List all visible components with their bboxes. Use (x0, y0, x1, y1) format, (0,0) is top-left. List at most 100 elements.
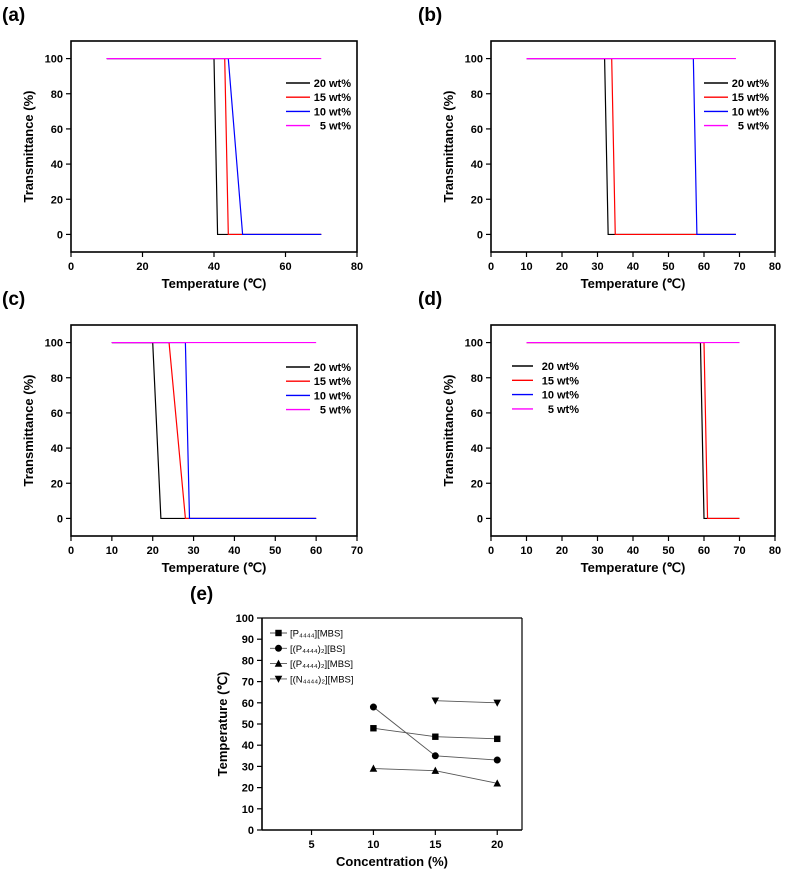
x-tick-label: 30 (187, 545, 199, 557)
square-marker (432, 733, 439, 740)
legend-item: [(N₄₄₄₄)₂][MBS] (270, 674, 354, 685)
y-tick-label: 60 (471, 408, 483, 420)
triangle-up-marker (493, 779, 502, 787)
x-tick-label: 40 (208, 261, 220, 273)
series-10-wt (111, 341, 317, 520)
legend-label: 10 wt% (732, 106, 770, 118)
x-axis-title: Temperature (℃) (581, 276, 686, 291)
y-axis-title: Temperature (℃) (215, 672, 230, 777)
y-axis-title: Transmittance (%) (21, 91, 36, 203)
y-tick-label: 70 (242, 677, 254, 689)
legend-item: 20 wt% (512, 361, 579, 373)
x-tick-label: 40 (627, 261, 639, 273)
plot-frame (490, 324, 776, 537)
x-tick-label: 60 (279, 261, 291, 273)
y-tick-label: 80 (51, 89, 63, 101)
panel-d: (d) 0 10 20 30 40 50 60 70 80 0 20 40 60 80 100 Temperat… (418, 289, 781, 575)
legend-label: 20 wt% (314, 78, 352, 90)
x-tick-label: 20 (147, 545, 159, 557)
y-tick-label: 40 (471, 159, 483, 171)
panel-a: (a) 0 20 40 60 80 0 20 40 60 80 100 Temperature (℃) T… (2, 5, 363, 291)
panel-label: (d) (418, 289, 442, 310)
legend-label: 20 wt% (314, 362, 352, 374)
y-tick-label: 30 (242, 761, 254, 773)
legend-label: [(P₄₄₄₄)₂][BS] (290, 644, 345, 655)
series-20-wt (111, 341, 317, 520)
panel-c: (c) 0 10 20 30 40 50 60 70 0 20 40 60 80 100 Temperatur… (2, 289, 363, 575)
legend-label: 20 wt% (732, 78, 770, 90)
legend-label: 15 wt% (314, 376, 352, 388)
legend-item: 10 wt% (512, 390, 579, 402)
x-tick-label: 20 (556, 545, 568, 557)
y-tick-label: 40 (242, 740, 254, 752)
triangle-up-marker (431, 766, 440, 774)
x-tick-label: 70 (351, 545, 363, 557)
panel-label: (c) (2, 289, 25, 310)
legend-item: 5 wt% (286, 121, 351, 133)
legend-label: 5 wt% (548, 404, 579, 416)
x-tick-label: 10 (520, 261, 532, 273)
legend-label: [P₄₄₄₄][MBS] (290, 629, 343, 640)
circle-marker (493, 756, 501, 764)
legend-item: 10 wt% (286, 390, 351, 402)
x-tick-label: 10 (520, 545, 532, 557)
triangle-up-marker (274, 659, 283, 667)
legend-item: 20 wt% (286, 362, 351, 374)
y-tick-label: 0 (248, 825, 254, 837)
y-tick-label: 0 (477, 229, 483, 241)
x-tick-label: 60 (698, 261, 710, 273)
y-tick-label: 80 (242, 655, 254, 667)
y-tick-label: 90 (242, 634, 254, 646)
y-tick-label: 20 (51, 478, 63, 490)
y-tick-label: 40 (51, 159, 63, 171)
x-tick-label: 80 (351, 261, 363, 273)
x-tick-label: 60 (698, 545, 710, 557)
x-tick-label: 0 (68, 545, 74, 557)
y-axis-title: Transmittance (%) (441, 375, 456, 487)
triangle-down-marker (274, 675, 283, 683)
legend-label: 5 wt% (738, 121, 769, 133)
series-line (435, 700, 498, 704)
x-tick-label: 40 (228, 545, 240, 557)
legend-item: 15 wt% (286, 376, 351, 388)
legend-item: 10 wt% (704, 106, 769, 118)
series-line (111, 341, 317, 520)
x-tick-label: 20 (136, 261, 148, 273)
y-tick-label: 100 (236, 613, 254, 625)
y-tick-label: 100 (465, 54, 483, 66)
x-axis-title: Temperature (℃) (162, 276, 267, 291)
circle-marker (275, 644, 282, 652)
x-tick-label: 0 (488, 261, 494, 273)
legend-item: 5 wt% (286, 405, 351, 417)
x-tick-label: 50 (662, 545, 674, 557)
series-20-wt (106, 57, 322, 236)
legend-item: 10 wt% (286, 106, 351, 118)
legend-label: [(N₄₄₄₄)₂][MBS] (290, 674, 354, 685)
y-axis-title: Transmittance (%) (441, 91, 456, 203)
y-tick-label: 0 (477, 513, 483, 525)
legend-label: 15 wt% (314, 92, 352, 104)
legend-label: 5 wt% (320, 121, 351, 133)
triangle-up-marker (369, 764, 378, 772)
y-tick-label: 40 (471, 443, 483, 455)
square-marker (494, 735, 501, 743)
panel-label: (a) (2, 5, 25, 26)
y-tick-label: 0 (57, 513, 63, 525)
x-tick-label: 10 (106, 545, 118, 557)
legend-item: 15 wt% (704, 92, 769, 104)
legend-item: 20 wt% (704, 78, 769, 90)
legend-item: [P₄₄₄₄][MBS] (270, 629, 343, 640)
x-tick-label: 0 (68, 261, 74, 273)
x-tick-label: 80 (769, 261, 781, 273)
legend-item: 5 wt% (512, 404, 579, 416)
series-20-wt (526, 57, 736, 236)
triangle-down-marker (431, 697, 440, 705)
x-axis-title: Concentration (%) (336, 854, 448, 869)
series-P-BS (369, 703, 501, 764)
x-tick-label: 20 (491, 839, 503, 851)
x-axis-title: Temperature (℃) (162, 560, 267, 575)
legend-label: 10 wt% (314, 106, 352, 118)
y-tick-label: 10 (242, 804, 254, 816)
y-tick-label: 80 (471, 373, 483, 385)
y-tick-label: 100 (45, 54, 63, 66)
